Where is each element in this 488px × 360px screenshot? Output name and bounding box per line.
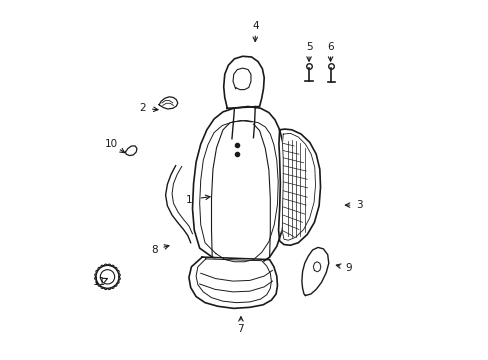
Text: 11: 11	[92, 277, 106, 287]
Text: 9: 9	[345, 263, 351, 273]
Polygon shape	[282, 134, 315, 240]
Polygon shape	[159, 97, 178, 109]
Text: 1: 1	[185, 195, 192, 205]
Text: 4: 4	[251, 21, 258, 31]
Polygon shape	[192, 107, 286, 266]
Text: 3: 3	[355, 200, 362, 210]
Text: 2: 2	[139, 103, 145, 113]
Polygon shape	[313, 262, 320, 272]
Polygon shape	[223, 56, 264, 108]
Polygon shape	[188, 257, 277, 309]
Polygon shape	[165, 166, 190, 243]
Text: 7: 7	[237, 324, 244, 334]
Polygon shape	[125, 146, 137, 156]
Polygon shape	[301, 247, 328, 296]
Text: 6: 6	[326, 42, 333, 52]
Text: 8: 8	[150, 245, 157, 255]
Polygon shape	[199, 121, 278, 262]
Text: 5: 5	[305, 42, 312, 52]
Text: 10: 10	[105, 139, 118, 149]
Polygon shape	[278, 129, 320, 245]
Polygon shape	[196, 259, 271, 303]
Polygon shape	[233, 68, 250, 90]
